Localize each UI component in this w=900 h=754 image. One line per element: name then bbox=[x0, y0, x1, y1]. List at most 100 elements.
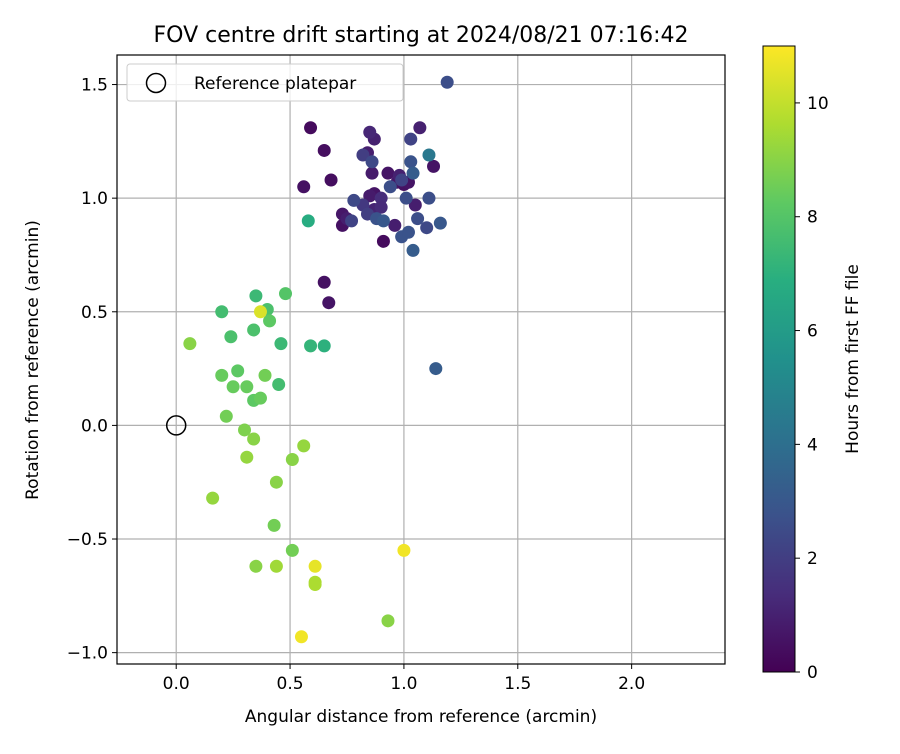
data-points bbox=[183, 75, 454, 644]
scatter-point bbox=[224, 330, 238, 344]
scatter-point bbox=[404, 155, 418, 169]
legend: Reference platepar bbox=[126, 63, 404, 102]
scatter-point bbox=[285, 452, 299, 466]
x-tick-label: 2.0 bbox=[618, 674, 645, 694]
scatter-point bbox=[317, 339, 331, 353]
colorbar-tick-label: 10 bbox=[807, 94, 829, 114]
scatter-point bbox=[304, 121, 318, 135]
scatter-point bbox=[376, 234, 390, 248]
scatter-point bbox=[433, 216, 447, 230]
scatter-point bbox=[376, 214, 390, 228]
scatter-point bbox=[231, 364, 245, 378]
y-tick-label: 1.0 bbox=[81, 189, 108, 209]
scatter-point bbox=[363, 125, 377, 139]
scatter-point bbox=[240, 450, 254, 464]
scatter-point bbox=[317, 143, 331, 157]
x-axis-ticks: 0.0 0.5 1.0 1.5 2.0 bbox=[163, 664, 645, 694]
scatter-point bbox=[406, 166, 420, 180]
scatter-point bbox=[301, 214, 315, 228]
scatter-point bbox=[285, 543, 299, 557]
scatter-point bbox=[215, 368, 229, 382]
reference-platepar-marker bbox=[165, 415, 187, 436]
scatter-point bbox=[253, 305, 267, 319]
legend-marker-reference bbox=[145, 72, 167, 94]
colorbar-label: Hours from first FF file bbox=[843, 264, 863, 454]
colorbar-tick-label: 4 bbox=[807, 435, 818, 455]
scatter-point bbox=[406, 243, 420, 257]
scatter-point bbox=[258, 368, 272, 382]
legend-label-reference: Reference platepar bbox=[194, 74, 356, 94]
scatter-point bbox=[399, 191, 413, 205]
plot-frame bbox=[116, 54, 726, 665]
scatter-point bbox=[219, 409, 233, 423]
scatter-point bbox=[308, 559, 322, 573]
scatter-point bbox=[381, 166, 395, 180]
x-axis-label: Angular distance from reference (arcmin) bbox=[245, 707, 597, 727]
scatter-point bbox=[322, 296, 336, 310]
scatter-point bbox=[297, 180, 311, 194]
y-tick-label: −0.5 bbox=[67, 530, 108, 550]
colorbar-tick-label: 0 bbox=[807, 663, 818, 683]
scatter-point bbox=[247, 323, 261, 337]
scatter-point bbox=[429, 362, 443, 376]
scatter-point bbox=[183, 337, 197, 351]
y-tick-label: 1.5 bbox=[81, 76, 108, 96]
scatter-point bbox=[238, 423, 252, 437]
scatter-point bbox=[247, 432, 261, 446]
colorbar-tick-label: 8 bbox=[807, 208, 818, 228]
scatter-point bbox=[240, 380, 254, 394]
colorbar-tick-label: 2 bbox=[807, 549, 818, 569]
scatter-point bbox=[356, 148, 370, 162]
scatter-point bbox=[253, 391, 267, 405]
scatter-point bbox=[274, 337, 288, 351]
scatter-point bbox=[395, 173, 409, 187]
scatter-point bbox=[249, 289, 263, 303]
scatter-point bbox=[420, 221, 434, 235]
scatter-point bbox=[404, 132, 418, 146]
scatter-point bbox=[304, 339, 318, 353]
scatter-point bbox=[215, 305, 229, 319]
colorbar-ticks: 0 2 4 6 8 10 bbox=[795, 94, 829, 683]
scatter-point bbox=[365, 166, 379, 180]
scatter-point bbox=[397, 543, 411, 557]
scatter-point bbox=[263, 314, 277, 328]
scatter-point bbox=[345, 214, 359, 228]
scatter-point bbox=[383, 180, 397, 194]
scatter-point bbox=[267, 518, 281, 532]
scatter-point bbox=[411, 212, 425, 226]
scatter-point bbox=[297, 439, 311, 453]
grid-lines bbox=[117, 55, 725, 664]
scatter-point bbox=[374, 200, 388, 214]
scatter-point bbox=[249, 559, 263, 573]
y-axis-label: Rotation from reference (arcmin) bbox=[23, 220, 43, 500]
scatter-point bbox=[269, 475, 283, 489]
scatter-point bbox=[363, 189, 377, 203]
scatter-point bbox=[272, 377, 286, 391]
scatter-point bbox=[324, 173, 338, 187]
scatter-point bbox=[388, 218, 402, 232]
scatter-point bbox=[347, 193, 361, 207]
scatter-point bbox=[206, 491, 220, 505]
colorbar: 0 2 4 6 8 10 Hours from first FF file bbox=[762, 45, 863, 683]
scatter-point bbox=[374, 191, 388, 205]
scatter-point bbox=[422, 191, 436, 205]
scatter-point bbox=[427, 159, 441, 173]
y-tick-label: 0.5 bbox=[81, 303, 108, 323]
x-tick-label: 0.0 bbox=[163, 674, 190, 694]
scatter-point bbox=[365, 155, 379, 169]
scatter-point bbox=[294, 630, 308, 644]
scatter-point bbox=[401, 225, 415, 239]
legend-box bbox=[126, 63, 404, 102]
scatter-point bbox=[440, 75, 454, 89]
scatter-point bbox=[408, 198, 422, 212]
x-tick-label: 1.0 bbox=[390, 674, 417, 694]
x-tick-label: 1.5 bbox=[504, 674, 531, 694]
chart-title: FOV centre drift starting at 2024/08/21 … bbox=[154, 23, 689, 48]
scatter-point bbox=[317, 275, 331, 289]
colorbar-tick-label: 6 bbox=[807, 322, 818, 342]
scatter-point bbox=[269, 559, 283, 573]
scatter-point bbox=[422, 148, 436, 162]
x-tick-label: 0.5 bbox=[277, 674, 304, 694]
